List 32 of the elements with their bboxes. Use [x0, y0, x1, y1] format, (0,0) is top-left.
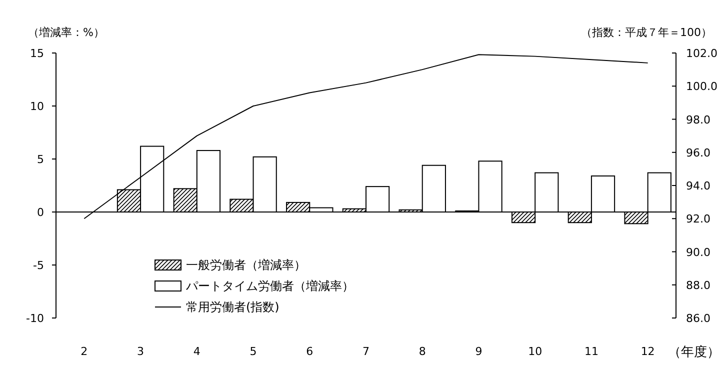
x-tick-label: 11 — [584, 345, 598, 358]
y-tick-label: 5 — [37, 153, 44, 166]
y2-tick-label: 102.0 — [686, 47, 718, 60]
y-axis-title: （増減率：%） — [28, 26, 104, 39]
y-tick-label: 15 — [30, 47, 44, 60]
x-tick-label: 4 — [193, 345, 200, 358]
y2-tick-label: 86.0 — [686, 312, 710, 325]
y2-tick-label: 94.0 — [686, 180, 710, 192]
y2-tick-label: 98.0 — [686, 113, 710, 126]
y2-tick-label: 100.0 — [686, 80, 718, 94]
legend-label: 常用労働者(指数) — [186, 300, 280, 314]
y2-tick-label: 90.0 — [686, 246, 710, 259]
x-tick-label: 6 — [306, 345, 314, 358]
legend-label: 一般労働者（増減率） — [186, 258, 306, 272]
x-tick-label: 9 — [475, 345, 482, 358]
x-tick-label: 8 — [418, 345, 426, 358]
y2-tick-label: 88.0 — [686, 278, 710, 292]
x-tick-label: 7 — [362, 345, 370, 358]
x-tick-label: 10 — [528, 345, 542, 358]
x-tick-label: 12 — [640, 345, 655, 358]
y2-tick-label: 96.0 — [686, 146, 710, 160]
x-tick-label: 5 — [250, 345, 257, 358]
y2-tick-label: 92.0 — [686, 212, 710, 226]
y-tick-label: 10 — [30, 100, 44, 113]
y-tick-label: -10 — [26, 312, 44, 325]
legend-label: パートタイム労働者（増減率） — [185, 279, 354, 293]
x-tick-label: 2 — [80, 345, 88, 358]
y-tick-label: -5 — [33, 259, 44, 272]
x-tick-label: 3 — [137, 345, 144, 358]
x-axis-title: （年度） — [668, 344, 720, 360]
y-tick-label: 0 — [37, 206, 44, 219]
y2-axis-title: （指数：平成７年＝100） — [581, 26, 712, 39]
